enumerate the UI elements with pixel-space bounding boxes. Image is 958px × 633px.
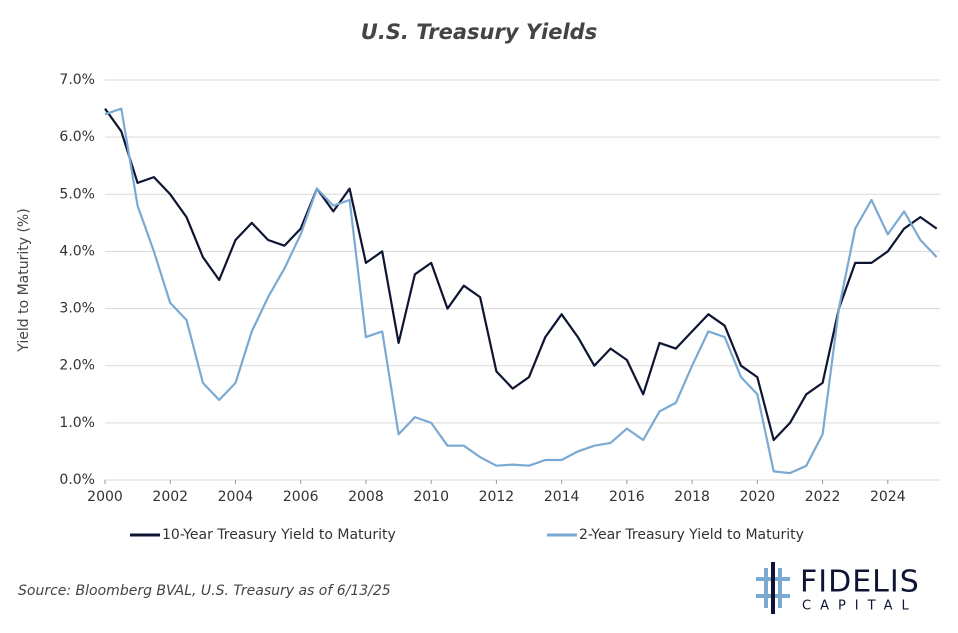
x-tick-label: 2008 [348,489,384,505]
x-tick-label: 2006 [283,489,319,505]
x-tick-label: 2014 [544,489,580,505]
y-tick-label: 3.0% [59,301,95,317]
x-tick-label: 2022 [805,489,841,505]
y-tick-label: 2.0% [59,358,95,374]
y-tick-label: 6.0% [59,129,95,145]
x-tick-label: 2000 [87,489,123,505]
source-note: Source: Bloomberg BVAL, U.S. Treasury as… [18,583,391,599]
legend-label: 10-Year Treasury Yield to Maturity [162,527,396,543]
x-tick-label: 2020 [740,489,776,505]
y-axis-label: Yield to Maturity (%) [16,208,32,352]
series-line [104,107,938,475]
y-tick-label: 1.0% [59,415,95,431]
x-tick-label: 2002 [152,489,188,505]
x-tick-label: 2012 [479,489,515,505]
x-tick-label: 2010 [413,489,449,505]
y-tick-label: 0.0% [59,472,95,488]
logo-name: FIDELIS [800,565,920,600]
x-tick-label: 2016 [609,489,645,505]
chart-title: U.S. Treasury Yields [361,20,597,44]
logo-sub: CAPITAL [802,599,918,614]
y-tick-label: 7.0% [59,72,95,88]
logo-icon [756,562,790,614]
y-tick-label: 4.0% [59,243,95,259]
series-line [104,107,938,442]
y-tick-label: 5.0% [59,186,95,202]
x-tick-label: 2004 [218,489,254,505]
x-tick-label: 2024 [870,489,906,505]
x-tick-label: 2018 [674,489,710,505]
legend-label: 2-Year Treasury Yield to Maturity [579,527,804,543]
